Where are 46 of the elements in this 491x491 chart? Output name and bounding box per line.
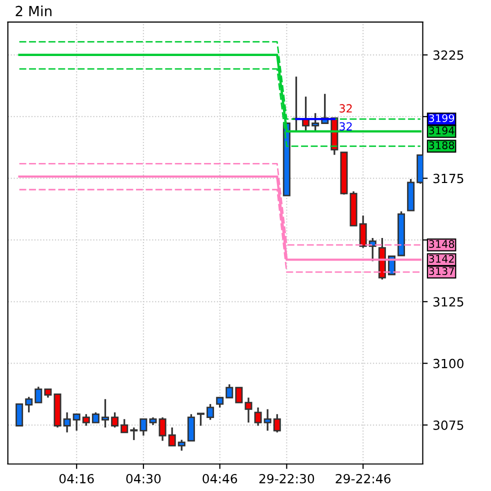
candlestick [264,408,272,432]
candlestick [273,413,281,434]
text: 3199 [429,114,454,122]
chart-title: 2 Min [16,6,52,16]
candlestick [187,413,195,442]
x-tick-label: 29-22:46 [336,474,391,484]
candlestick [235,386,243,404]
candlestick [72,413,80,432]
candlestick [34,386,42,404]
candlestick [178,438,186,452]
candlestick [168,426,176,447]
candlestick [16,403,24,426]
x-tick-label: 04:30 [126,474,161,484]
data-label: 3194 [429,126,454,134]
y-tick-label: 3125 [433,297,464,307]
candlestick [244,396,252,424]
candlestick [130,426,138,441]
candlestick [25,396,33,414]
candlestick [206,403,214,421]
candlestick [63,412,71,434]
y-tick-label: 3225 [433,50,464,60]
y-tick-label: 3100 [433,358,464,368]
candlestick [226,383,234,398]
x-tick-label: 04:16 [59,474,94,484]
x-tick-label: 29-22:30 [259,474,314,484]
candlestick [196,412,204,427]
candlestick [359,214,367,249]
candlestick [120,418,128,434]
candlestick [158,416,166,442]
candlestick [254,406,262,427]
data-label: 3188 [429,141,454,150]
candlestick [82,413,90,427]
annotation: 32 [340,122,352,131]
candlestick [111,412,119,428]
candlestick [216,396,224,408]
y-tick-label: 3175 [433,174,464,184]
candlestick [140,418,148,436]
annotation: 32 [340,104,352,113]
data-label: 3148 [429,240,454,248]
data-label: 3142 [429,254,454,263]
candlestick [92,412,100,424]
x-tick-label: 04:46 [202,474,238,484]
data-label: 3137 [429,267,454,276]
candlestick [312,112,320,132]
y-tick-label: 3075 [433,420,464,430]
candlestick [102,398,110,428]
